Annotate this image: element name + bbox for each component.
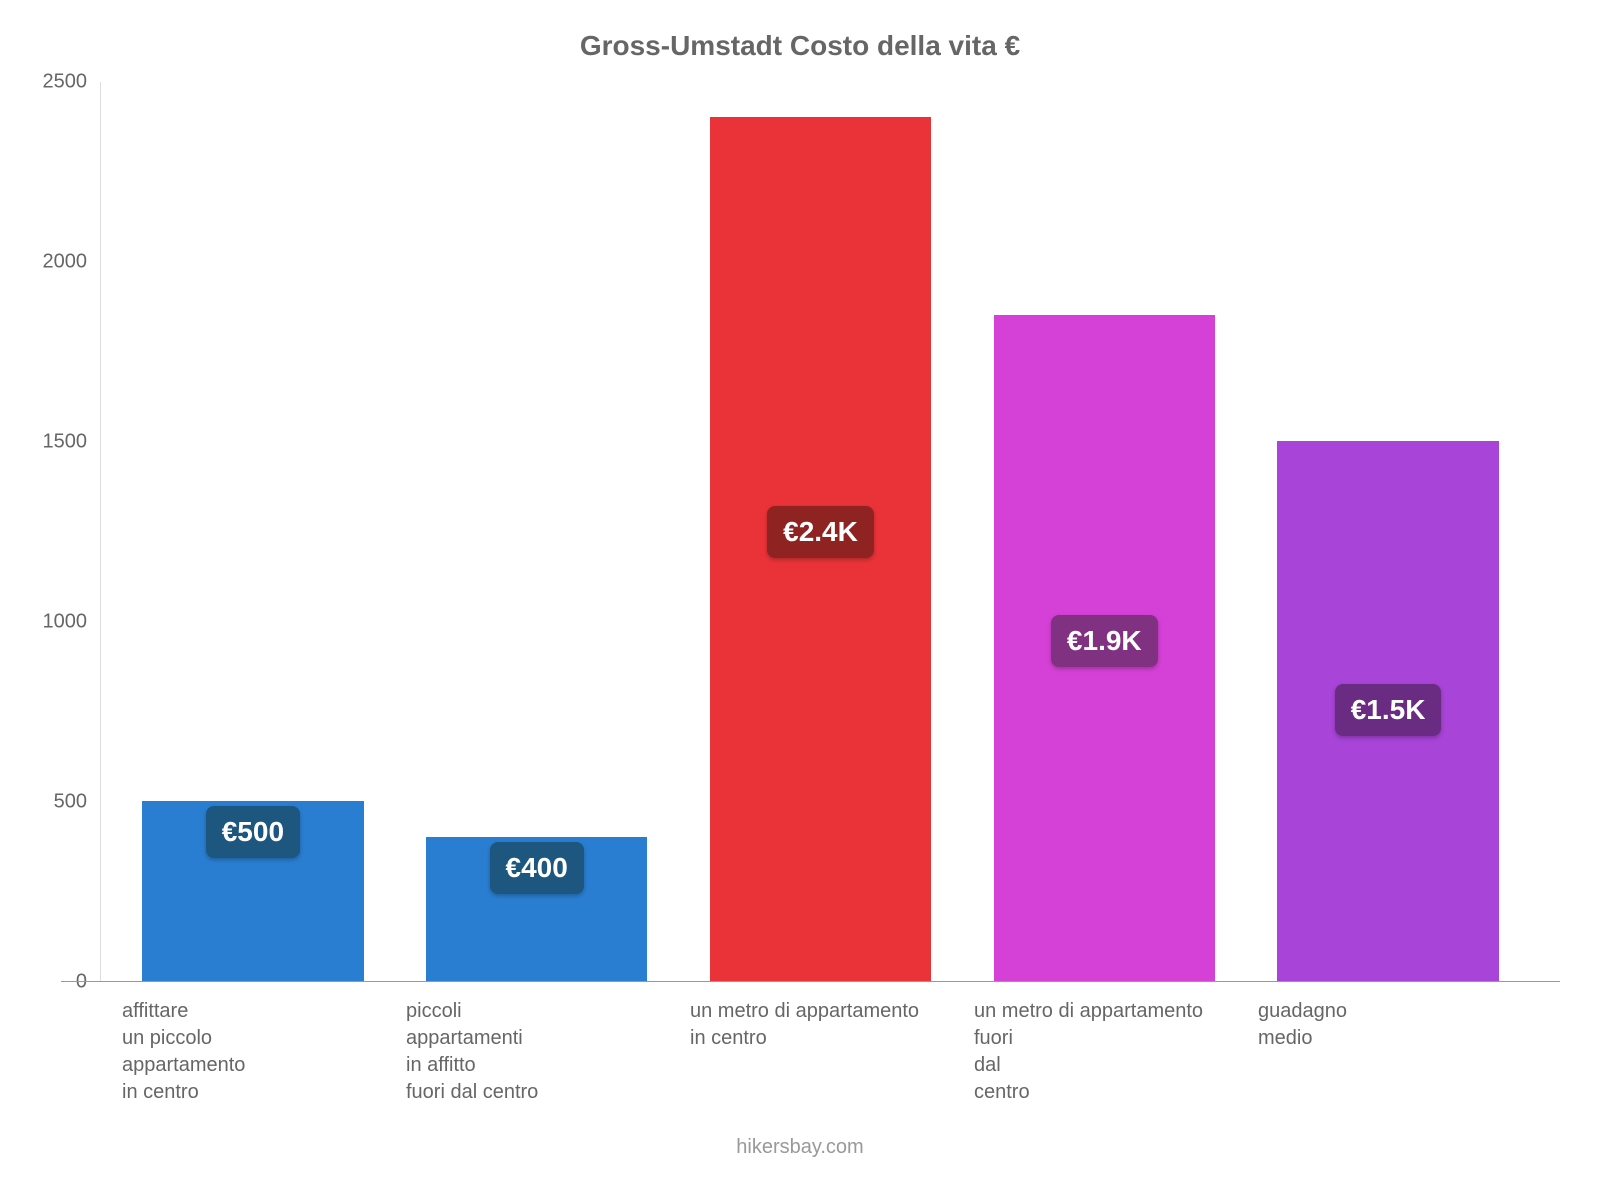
baseline xyxy=(61,981,1560,982)
bar: €1.9K xyxy=(994,315,1215,981)
y-axis: 05001000150020002500 xyxy=(40,82,95,982)
bar-slot: €2.4K xyxy=(679,82,963,981)
bars-group: €500 €400 €2.4K €1.9K €1.5K xyxy=(101,82,1540,981)
x-axis-label: affittareun piccoloappartamentoin centro xyxy=(110,998,394,1106)
bar: €400 xyxy=(426,837,647,981)
bar-slot: €1.9K xyxy=(962,82,1246,981)
chart-container: Gross-Umstadt Costo della vita € 0 500 100… xyxy=(0,0,1600,1200)
bar-value-label: €2.4K xyxy=(767,506,874,558)
bar-value-label: €400 xyxy=(490,842,584,894)
bar-value-label: €500 xyxy=(206,806,300,858)
y-tick: 1000 xyxy=(43,611,88,634)
y-tick: 2000 xyxy=(43,251,88,274)
bar: €500 xyxy=(142,801,363,981)
y-tick: 0 xyxy=(76,971,87,994)
x-axis-label: guadagnomedio xyxy=(1246,998,1530,1106)
x-axis-label: piccoliappartamentiin affittofuori dal c… xyxy=(394,998,678,1106)
chart-footer: hikersbay.com xyxy=(40,1136,1560,1159)
chart-title: Gross-Umstadt Costo della vita € xyxy=(40,30,1560,62)
x-axis-label: un metro di appartamentoin centro xyxy=(678,998,962,1106)
x-axis-label: un metro di appartamentofuoridalcentro xyxy=(962,998,1246,1106)
bar: €2.4K xyxy=(710,117,931,981)
bar-slot: €1.5K xyxy=(1246,82,1530,981)
x-axis: affittareun piccoloappartamentoin centro… xyxy=(100,982,1540,1106)
y-tick: 1500 xyxy=(43,431,88,454)
bar: €1.5K xyxy=(1277,441,1498,981)
bar-value-label: €1.9K xyxy=(1051,615,1158,667)
y-tick: 500 xyxy=(54,791,87,814)
bar-value-label: €1.5K xyxy=(1335,684,1442,736)
plot-area: €500 €400 €2.4K €1.9K €1.5K xyxy=(100,82,1540,982)
bar-slot: €400 xyxy=(395,82,679,981)
bar-slot: €500 xyxy=(111,82,395,981)
y-tick: 2500 xyxy=(43,71,88,94)
